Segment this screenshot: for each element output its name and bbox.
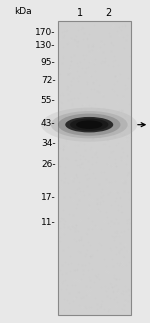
Text: 170-: 170- <box>35 28 56 37</box>
Ellipse shape <box>51 111 128 138</box>
Ellipse shape <box>58 114 120 136</box>
Ellipse shape <box>70 119 108 131</box>
Ellipse shape <box>65 117 113 132</box>
Text: 72-: 72- <box>41 76 56 85</box>
Bar <box>58 21 131 315</box>
Text: 17-: 17- <box>41 193 56 202</box>
Ellipse shape <box>76 120 102 129</box>
Text: 130-: 130- <box>35 41 56 50</box>
Text: kDa: kDa <box>14 7 32 16</box>
Text: 1: 1 <box>77 8 83 18</box>
Text: 26-: 26- <box>41 160 56 169</box>
Text: 11-: 11- <box>41 218 56 227</box>
Text: 34-: 34- <box>41 139 56 148</box>
Text: 55-: 55- <box>41 96 56 105</box>
Text: 95-: 95- <box>41 58 56 67</box>
Ellipse shape <box>41 108 137 142</box>
Text: 2: 2 <box>105 8 111 18</box>
Text: 43-: 43- <box>41 119 56 128</box>
